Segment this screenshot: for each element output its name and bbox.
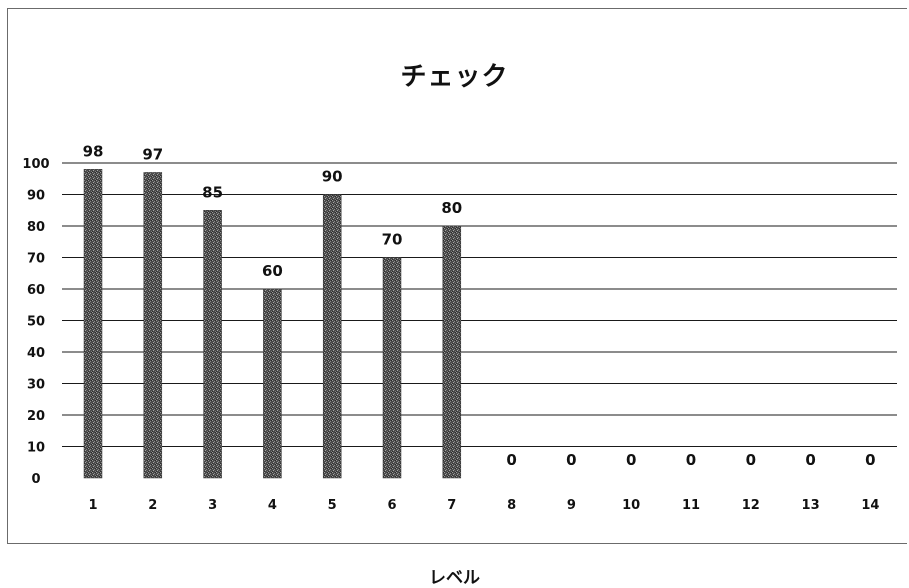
y-tick-label: 30 (27, 378, 45, 393)
y-tick-label: 100 (22, 157, 49, 172)
data-label: 0 (686, 451, 696, 469)
x-tick-label: 10 (622, 498, 640, 513)
x-tick-label: 6 (387, 498, 396, 513)
data-label: 97 (142, 145, 163, 163)
y-tick-label: 20 (27, 409, 45, 424)
data-label: 0 (865, 451, 875, 469)
x-tick-label: 12 (742, 498, 760, 513)
data-label: 70 (382, 231, 403, 249)
y-axis-tick-labels: 0 10 20 30 40 50 60 70 80 90 100 (22, 157, 49, 487)
x-tick-label: 5 (328, 498, 337, 513)
y-tick-label: 50 (27, 315, 45, 330)
bar (83, 169, 103, 479)
chart-frame (7, 8, 907, 544)
data-label: 98 (83, 142, 104, 160)
data-labels: 98 97 85 60 90 70 80 0 0 0 0 0 0 0 (83, 142, 876, 469)
data-label: 80 (441, 199, 462, 217)
gridlines (62, 162, 897, 447)
y-tick-label: 10 (27, 441, 45, 456)
y-tick-label: 90 (27, 189, 45, 204)
data-label: 0 (746, 451, 756, 469)
x-axis-tick-labels: 1 2 3 4 5 6 7 8 9 10 11 12 13 14 (88, 498, 879, 513)
bar (322, 194, 342, 479)
x-tick-label: 4 (268, 498, 277, 513)
bar (203, 210, 222, 479)
x-tick-label: 11 (682, 498, 700, 513)
data-label: 0 (626, 451, 636, 469)
x-tick-label: 3 (208, 498, 217, 513)
data-label: 85 (202, 183, 223, 201)
data-label: 0 (566, 451, 576, 469)
x-tick-label: 8 (507, 498, 516, 513)
x-tick-label: 7 (447, 498, 456, 513)
data-label: 0 (805, 451, 815, 469)
x-tick-label: 13 (802, 498, 820, 513)
y-tick-label: 40 (27, 346, 45, 361)
chart-title: チェック (400, 62, 509, 92)
data-label: 60 (262, 262, 283, 280)
y-tick-label: 80 (27, 220, 45, 235)
x-tick-label: 2 (148, 498, 157, 513)
bars (83, 169, 462, 479)
x-tick-label: 9 (567, 498, 576, 513)
y-tick-label: 60 (27, 283, 45, 298)
y-tick-label: 70 (27, 252, 45, 267)
bar (143, 172, 163, 479)
bar (263, 288, 282, 479)
bar (442, 225, 462, 479)
x-axis-title: レベル (429, 568, 480, 588)
data-label: 90 (322, 168, 343, 186)
x-tick-label: 14 (861, 498, 879, 513)
y-tick-label: 0 (31, 472, 40, 487)
bar (382, 257, 402, 479)
x-tick-label: 1 (88, 498, 97, 513)
data-label: 0 (506, 451, 516, 469)
